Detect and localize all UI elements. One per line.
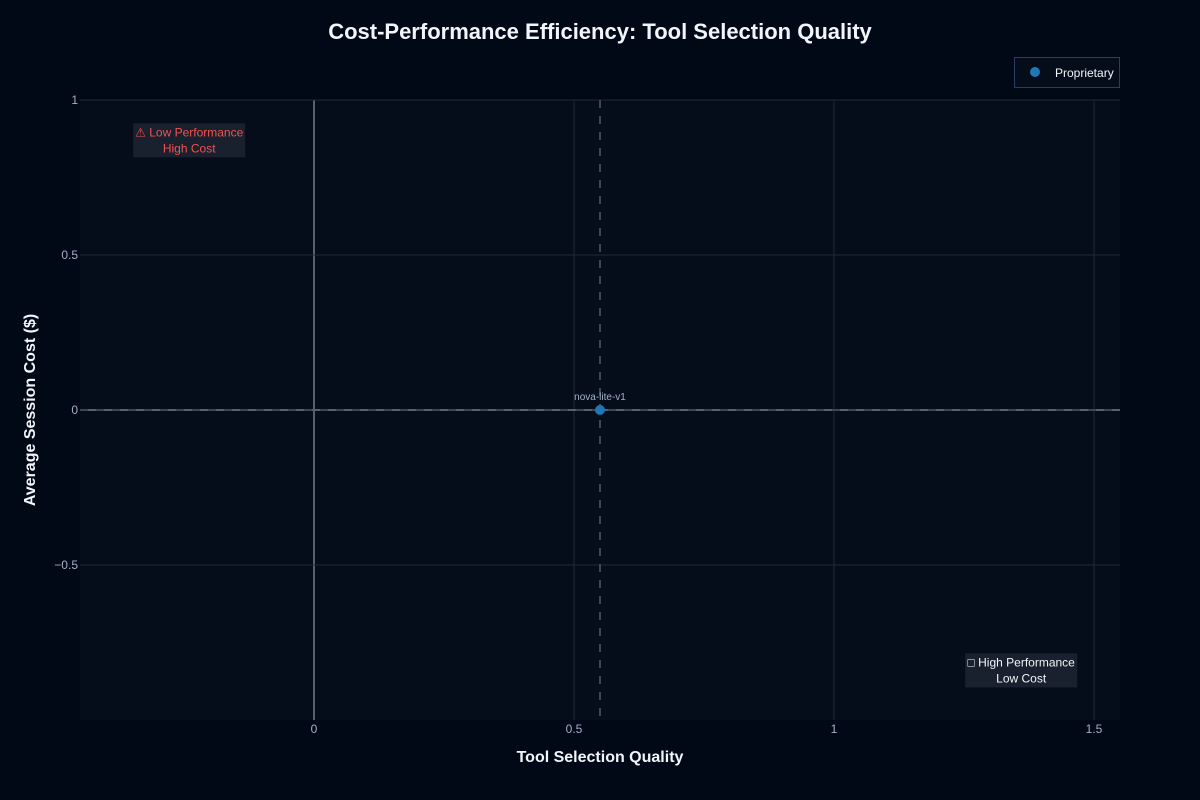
annotation-text: High Cost (163, 141, 216, 155)
data-point-nova-lite-v1[interactable] (595, 405, 605, 415)
x-tick-label: 0.5 (566, 722, 583, 736)
legend[interactable]: Proprietary (1014, 57, 1120, 88)
y-axis-title: Average Session Cost ($) (22, 314, 39, 506)
y-tick-label: 0.5 (61, 248, 78, 262)
legend-label-proprietary[interactable]: Proprietary (1055, 66, 1114, 80)
x-axis-title: Tool Selection Quality (517, 749, 684, 766)
annotation-text: Low Cost (996, 671, 1047, 685)
y-tick-label: 0 (71, 403, 78, 417)
chart-title: Cost-Performance Efficiency: Tool Select… (328, 19, 872, 44)
x-tick-label: 0 (311, 722, 318, 736)
legend-marker-proprietary[interactable] (1030, 67, 1040, 77)
data-points: nova-lite-v1 (574, 392, 626, 415)
annotation-1: □ High Performance Low Cost (965, 653, 1078, 688)
legend-box (1014, 57, 1120, 88)
y-tick-label: 1 (71, 93, 78, 107)
data-point-label: nova-lite-v1 (574, 392, 626, 403)
tick-labels: 0 0.5 1 1.5 1 0.5 0 −0.5 (54, 93, 1102, 736)
x-tick-label: 1 (831, 722, 838, 736)
annotation-text: □ High Performance (968, 655, 1076, 669)
annotation-0: ⚠ Low Performance High Cost (133, 123, 246, 158)
annotation-box (965, 653, 1078, 688)
annotations: ⚠ Low Performance High Cost □ High Perform… (133, 123, 1078, 688)
y-tick-label: −0.5 (54, 558, 78, 572)
x-tick-label: 1.5 (1086, 722, 1103, 736)
annotation-text: ⚠ Low Performance (135, 125, 243, 139)
annotation-box (133, 123, 246, 158)
